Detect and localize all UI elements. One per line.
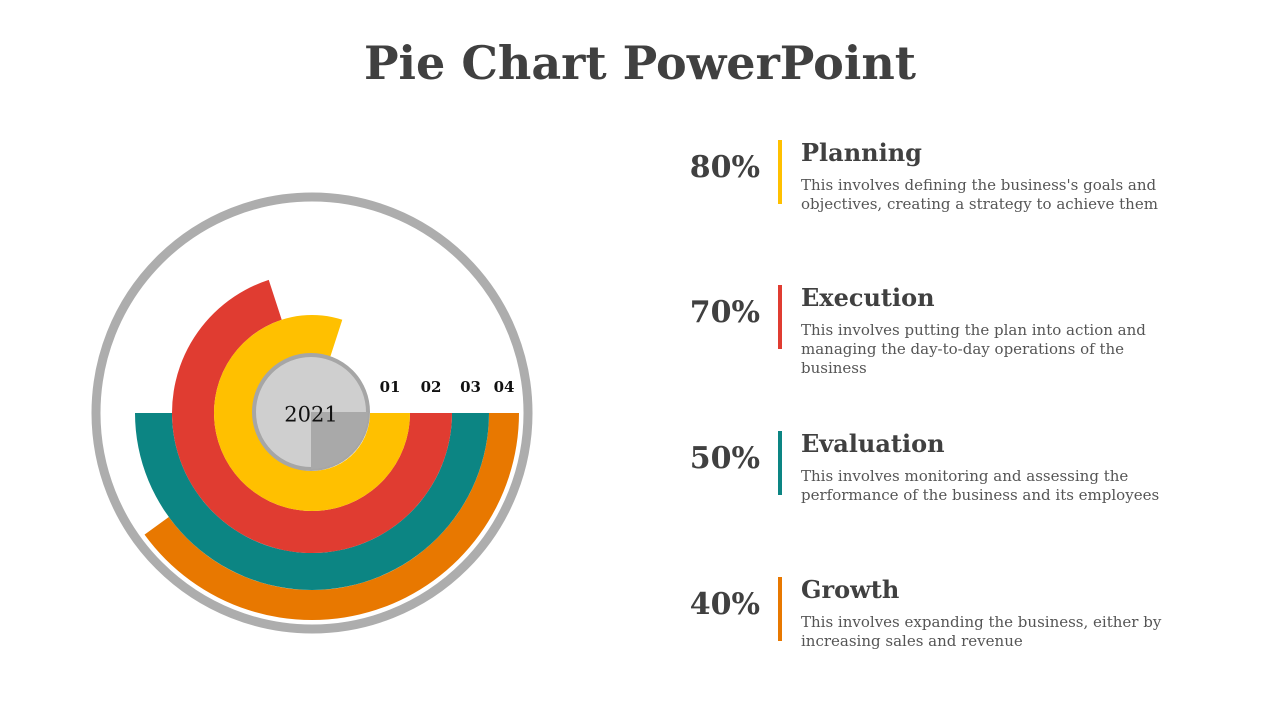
outer-ring xyxy=(91,192,533,634)
radial-bar-02 xyxy=(171,279,453,554)
item-color-bar xyxy=(778,140,782,204)
radial-bar-01 xyxy=(214,314,410,511)
item-color-bar xyxy=(778,431,782,495)
radial-bar-04 xyxy=(144,413,519,621)
item-color-bar xyxy=(778,577,782,641)
ring-label: 01 xyxy=(380,378,401,396)
center-quadrant xyxy=(311,412,368,469)
ring-label: 03 xyxy=(460,378,481,396)
radial-bar-chart: 2021 01 02 03 04 xyxy=(91,192,533,634)
item-description: This involves expanding the business, ei… xyxy=(801,613,1162,650)
item-description: This involves defining the business's go… xyxy=(801,176,1158,213)
ring-label: 02 xyxy=(421,378,442,396)
radial-bars xyxy=(135,279,519,621)
ring-label: 04 xyxy=(494,378,515,396)
legend-item: 70% Execution This involves putting the pl… xyxy=(660,283,1220,377)
legend-item: 80% Planning This involves defining the bu… xyxy=(660,138,1220,230)
center-year-label: 2021 xyxy=(284,403,337,427)
legend-item: 40% Growth This involves expanding the bus… xyxy=(660,575,1220,667)
item-description: This involves monitoring and assessing t… xyxy=(801,467,1160,504)
item-percent: 70% xyxy=(689,295,760,330)
item-percent: 50% xyxy=(689,441,760,476)
item-percent: 40% xyxy=(689,587,760,622)
legend-item: 50% Evaluation This involves monitoring an… xyxy=(660,429,1220,521)
item-title: Planning xyxy=(801,138,922,167)
item-title: Evaluation xyxy=(801,429,945,458)
ring-labels: 01 02 03 04 xyxy=(380,378,515,396)
page-title: Pie Chart PowerPoint xyxy=(363,36,917,90)
radial-bar-03 xyxy=(135,413,489,590)
item-description: This involves putting the plan into acti… xyxy=(801,321,1146,377)
item-title: Growth xyxy=(801,575,900,604)
item-color-bar xyxy=(778,285,782,349)
item-title: Execution xyxy=(801,283,935,312)
item-percent: 80% xyxy=(689,150,760,185)
